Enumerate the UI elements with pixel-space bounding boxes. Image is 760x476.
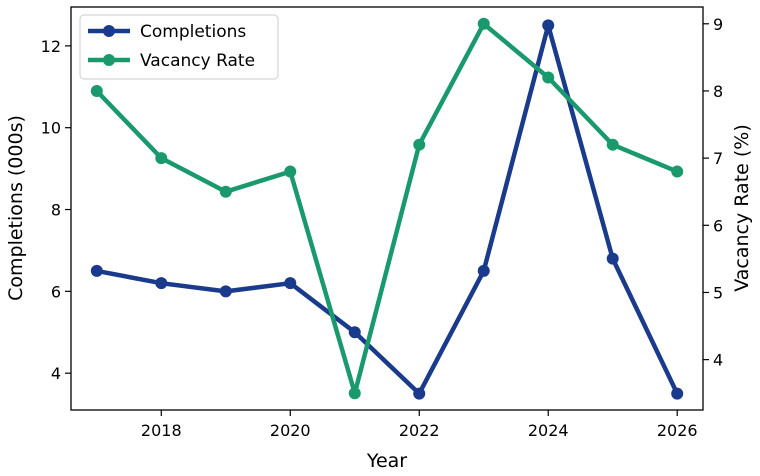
y-right-tick-label: 8 [713,82,723,101]
data-point-vacancy-rate [671,165,684,178]
data-point-completions [542,19,555,32]
series-line-completions [96,23,680,396]
data-point-completions [219,285,232,298]
y-right-tick-label: 9 [713,15,723,34]
y-right-tick-label: 5 [713,283,723,302]
y-left-tick-label: 4 [51,364,61,383]
x-axis-title: Year [366,450,407,472]
y-left-axis-title: Completions (000s) [5,115,27,301]
y-right-axis-title: Vacancy Rate (%) [731,124,753,292]
data-point-vacancy-rate [413,138,426,151]
x-tick-label: 2018 [141,421,182,440]
data-point-vacancy-rate [606,138,619,151]
right-axis: 4 5 6 7 8 9 [703,15,723,370]
left-axis: 4 6 8 10 12 [41,37,71,383]
y-right-tick-label: 7 [713,149,723,168]
data-point-completions [348,326,361,339]
data-point-completions [606,252,619,265]
y-left-tick-label: 8 [51,201,61,220]
data-point-completions [671,387,684,400]
data-point-vacancy-rate [348,387,361,400]
series-line-vacancy-rate [95,21,679,396]
y-right-tick-label: 4 [713,351,723,370]
x-axis: 2018 2020 2022 2024 2026 [141,410,698,440]
data-point-vacancy-rate [477,17,490,30]
series-layer [90,17,684,400]
y-left-tick-label: 6 [51,282,61,301]
x-tick-label: 2022 [399,421,440,440]
data-point-completions [90,264,103,277]
data-point-completions [284,277,297,290]
data-point-vacancy-rate [90,84,103,97]
data-point-vacancy-rate [542,71,555,84]
x-tick-label: 2026 [657,421,698,440]
legend-marker-completions [103,25,115,37]
legend: Completions Vacancy Rate [79,14,279,80]
y-right-tick-label: 6 [713,216,723,235]
data-point-vacancy-rate [284,165,297,178]
legend-marker-vacancy-rate [103,54,115,66]
data-point-vacancy-rate [219,185,232,198]
data-point-completions [155,277,168,290]
data-point-vacancy-rate [155,152,168,165]
x-tick-label: 2024 [528,421,569,440]
legend-label-vacancy-rate: Vacancy Rate [140,51,255,71]
data-point-completions [477,264,490,277]
data-point-completions [413,387,426,400]
legend-label-completions: Completions [140,22,246,42]
y-left-tick-label: 10 [41,119,61,138]
x-tick-label: 2020 [270,421,311,440]
y-left-tick-label: 12 [41,37,61,56]
